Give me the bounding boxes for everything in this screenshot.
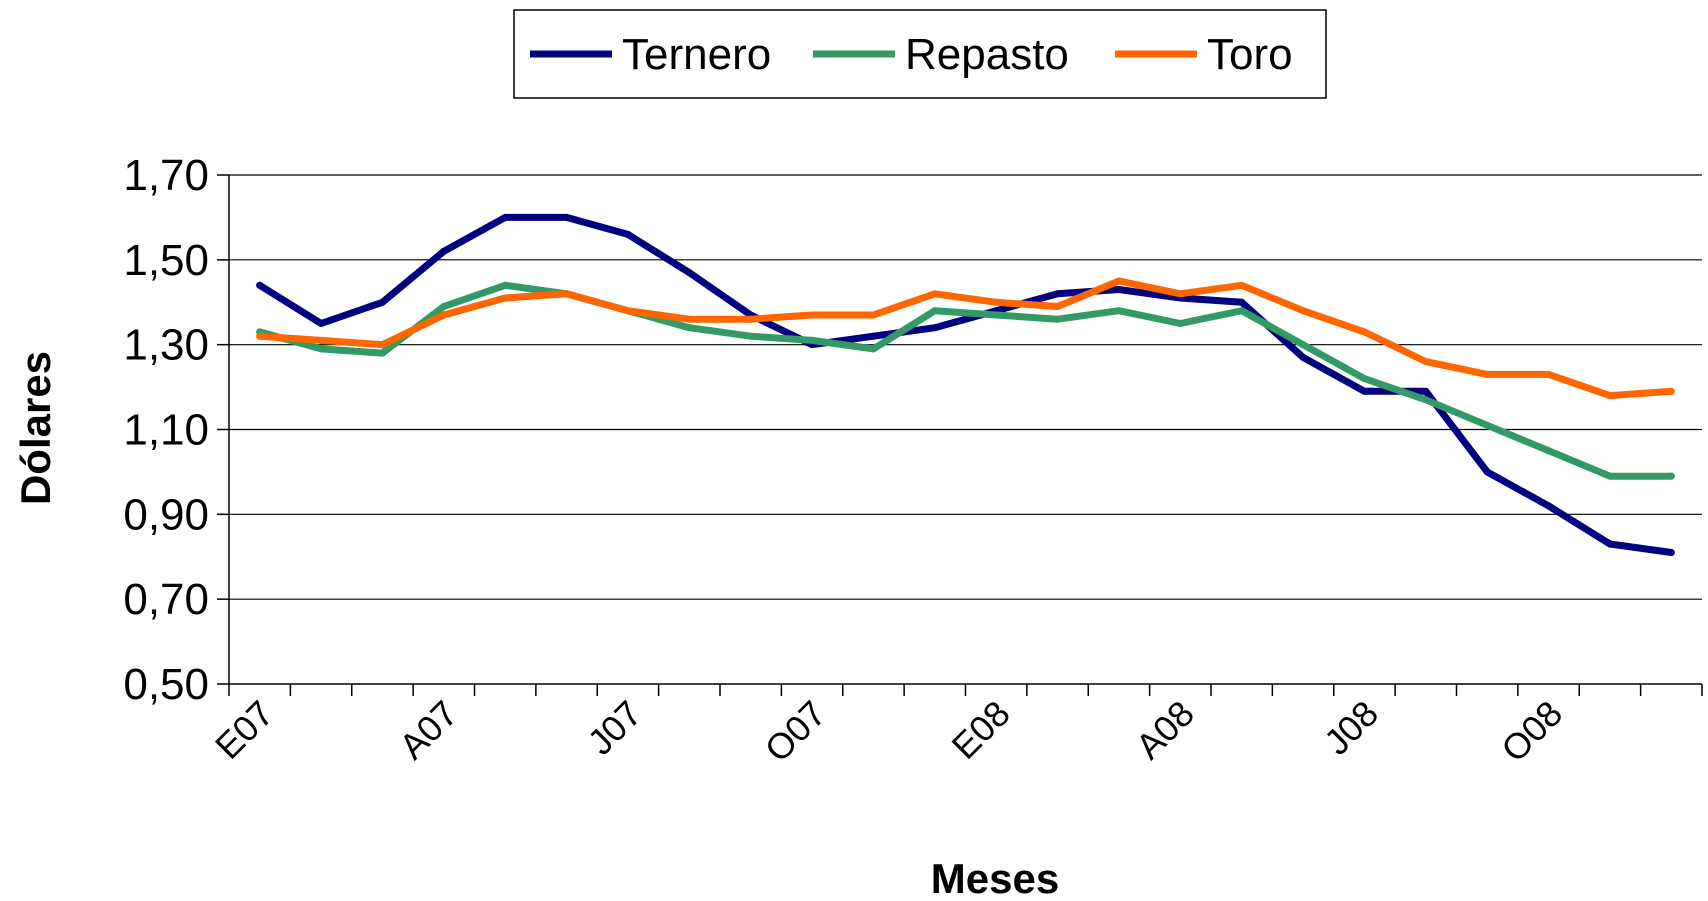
data-point-ternero <box>317 319 325 327</box>
series-line-toro <box>256 277 1675 400</box>
data-point-toro <box>992 298 1000 306</box>
data-point-toro <box>317 336 325 344</box>
gridlines <box>229 174 1702 600</box>
data-point-toro <box>378 341 386 349</box>
data-point-toro <box>1360 328 1368 336</box>
data-point-repasto <box>317 345 325 353</box>
legend-label-toro: Toro <box>1207 30 1293 79</box>
data-point-toro <box>808 311 816 319</box>
data-point-repasto <box>1667 472 1675 480</box>
data-point-repasto <box>1115 307 1123 315</box>
data-point-toro <box>1054 302 1062 310</box>
data-point-ternero <box>256 281 264 289</box>
legend-label-repasto: Repasto <box>905 30 1069 79</box>
data-point-ternero <box>1483 468 1491 476</box>
x-tick-label: A08 <box>1128 693 1202 767</box>
data-point-ternero <box>378 298 386 306</box>
data-point-toro <box>624 307 632 315</box>
data-point-toro <box>931 290 939 298</box>
data-point-toro <box>1606 392 1614 400</box>
series-lines <box>256 213 1675 557</box>
data-point-repasto <box>440 302 448 310</box>
data-point-repasto <box>1483 421 1491 429</box>
data-point-ternero <box>563 213 571 221</box>
data-point-ternero <box>1360 387 1368 395</box>
x-tick-label: J07 <box>580 693 650 763</box>
data-point-repasto <box>501 281 509 289</box>
y-tick-label: 1,10 <box>123 406 209 455</box>
data-point-repasto <box>992 311 1000 319</box>
data-point-ternero <box>501 213 509 221</box>
data-point-toro <box>1115 277 1123 285</box>
data-point-repasto <box>931 307 939 315</box>
data-point-repasto <box>869 345 877 353</box>
data-point-ternero <box>440 247 448 255</box>
data-point-toro <box>869 311 877 319</box>
data-point-ternero <box>931 324 939 332</box>
y-tick-label: 0,70 <box>123 575 209 624</box>
legend-label-ternero: Ternero <box>622 30 771 79</box>
data-point-repasto <box>378 349 386 357</box>
data-point-repasto <box>808 336 816 344</box>
x-tick-label: E08 <box>944 693 1018 767</box>
data-point-ternero <box>1054 290 1062 298</box>
axes: 0,50 0,70 0,90 1,10 1,30 1,50 1,70 E07 A07 J07 O07… <box>123 151 1703 770</box>
data-point-ternero <box>1606 540 1614 548</box>
data-point-repasto <box>747 332 755 340</box>
data-point-repasto <box>1422 396 1430 404</box>
x-tick-label: J08 <box>1316 693 1386 763</box>
data-point-toro <box>1299 307 1307 315</box>
data-point-ternero <box>1422 387 1430 395</box>
data-point-repasto <box>1360 375 1368 383</box>
data-point-toro <box>1483 370 1491 378</box>
data-point-toro <box>1422 358 1430 366</box>
data-point-toro <box>501 294 509 302</box>
data-point-repasto <box>685 324 693 332</box>
data-point-toro <box>440 311 448 319</box>
x-tick-label: O07 <box>757 693 834 770</box>
data-point-toro <box>256 332 264 340</box>
x-axis-title: Meses <box>931 855 1059 901</box>
data-point-toro <box>1176 290 1184 298</box>
series-line-ternero <box>256 213 1675 556</box>
data-point-toro <box>563 290 571 298</box>
data-point-repasto <box>1054 315 1062 323</box>
data-point-toro <box>747 315 755 323</box>
x-tick-label: O08 <box>1493 693 1570 770</box>
data-point-toro <box>1238 281 1246 289</box>
y-tick-label: 0,90 <box>123 490 209 539</box>
data-point-repasto <box>1238 307 1246 315</box>
x-tick-label: E07 <box>207 693 281 767</box>
data-point-repasto <box>1606 472 1614 480</box>
data-point-ternero <box>869 332 877 340</box>
data-point-ternero <box>1299 353 1307 361</box>
data-point-ternero <box>1667 549 1675 557</box>
x-tick-label: A07 <box>391 693 465 767</box>
data-point-repasto <box>1299 341 1307 349</box>
data-point-ternero <box>1115 286 1123 294</box>
data-point-toro <box>685 315 693 323</box>
data-point-repasto <box>1176 319 1184 327</box>
data-point-ternero <box>1238 298 1246 306</box>
y-tick-label: 0,50 <box>123 660 209 709</box>
y-tick-label: 1,70 <box>123 151 209 200</box>
data-point-ternero <box>1545 502 1553 510</box>
y-axis-title: Dólares <box>12 351 59 505</box>
legend: Ternero Repasto Toro <box>513 9 1327 99</box>
data-point-toro <box>1545 370 1553 378</box>
data-point-repasto <box>1545 447 1553 455</box>
y-tick-label: 1,30 <box>123 321 209 370</box>
data-point-ternero <box>685 269 693 277</box>
data-point-toro <box>1667 387 1675 395</box>
series-line-repasto <box>256 281 1675 480</box>
y-tick-label: 1,50 <box>123 236 209 285</box>
data-point-ternero <box>624 230 632 238</box>
